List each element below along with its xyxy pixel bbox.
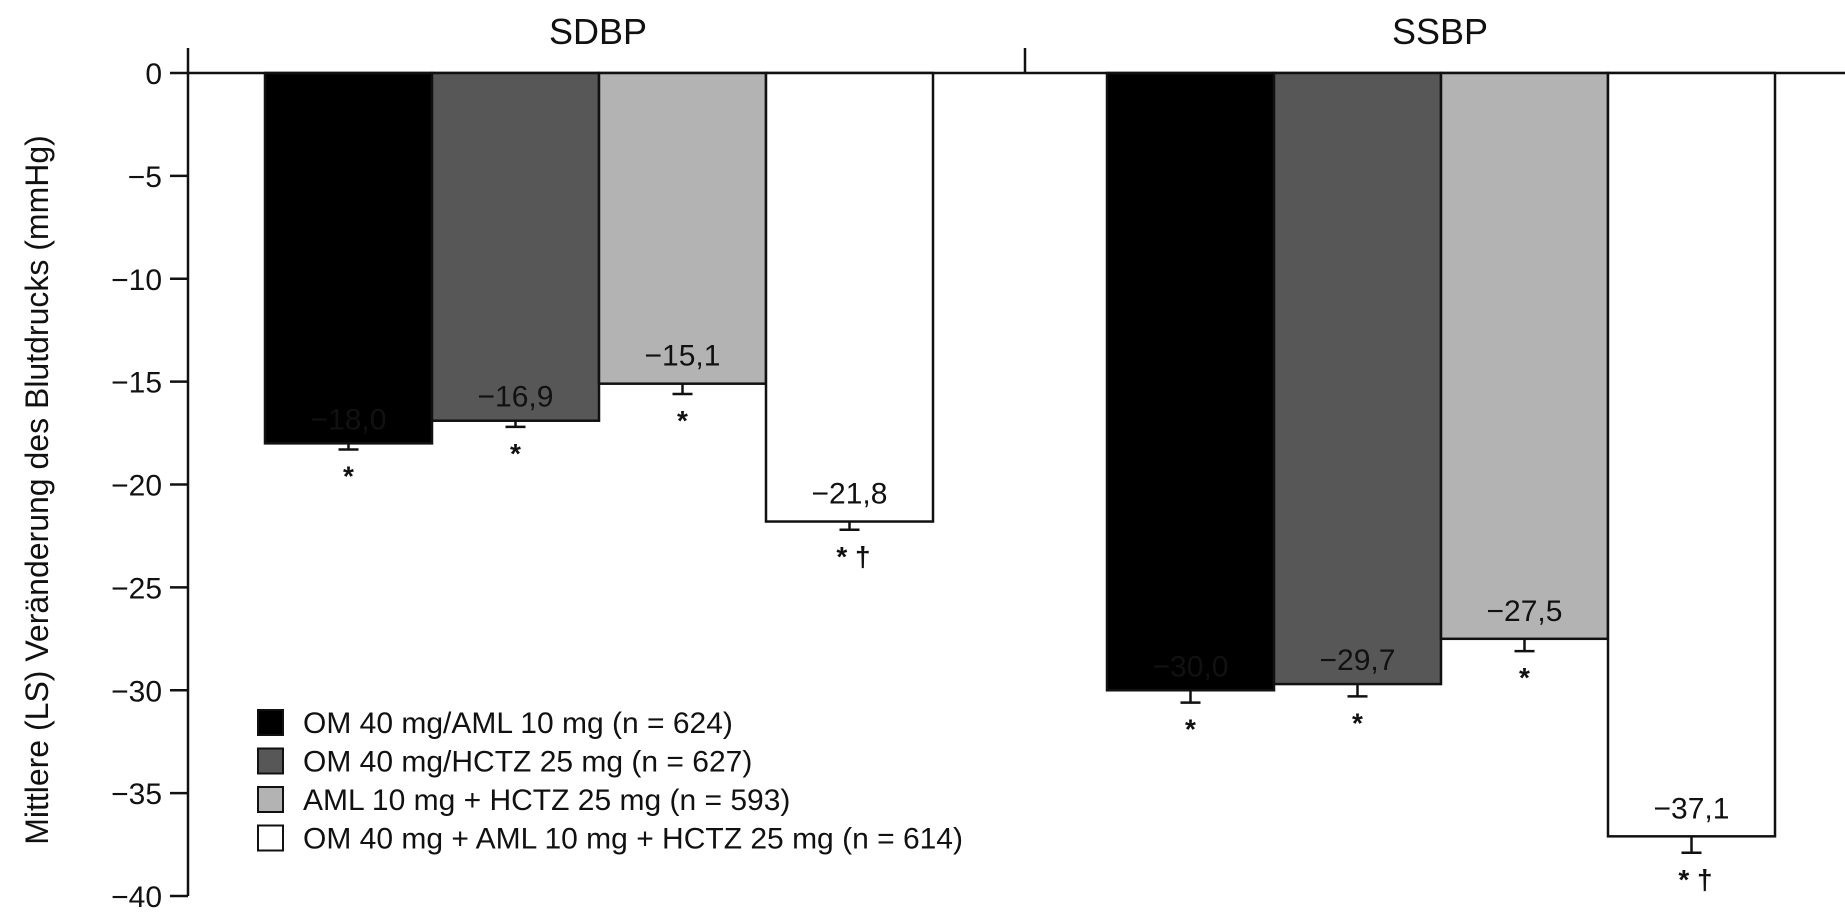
bar: [1606, 71, 1777, 838]
legend-label: OM 40 mg/AML 10 mg (n = 624): [303, 707, 733, 740]
legend-swatch: [257, 824, 284, 852]
value-label: −30,0: [1153, 650, 1229, 683]
y-tick-label: −25: [111, 572, 162, 605]
legend-swatch: [257, 747, 284, 775]
bar: [764, 71, 935, 523]
significance-marker: *: [343, 461, 354, 492]
significance-marker: * †: [1678, 864, 1712, 895]
y-tick-label: −20: [111, 470, 162, 503]
value-label: −37,1: [1654, 792, 1730, 825]
y-tick-label: −30: [111, 675, 162, 708]
group-title: SDBP: [549, 11, 647, 52]
legend-label: OM 40 mg + AML 10 mg + HCTZ 25 mg (n = 6…: [303, 823, 963, 856]
bar: [597, 71, 768, 385]
y-tick-label: −40: [111, 881, 162, 914]
y-tick-label: −10: [111, 264, 162, 297]
value-label: −21,8: [812, 478, 888, 511]
bar: [1105, 71, 1276, 692]
bar: [1439, 71, 1610, 641]
significance-marker: * †: [836, 541, 870, 572]
significance-marker: *: [1185, 714, 1196, 745]
bar: [1272, 71, 1443, 686]
legend: OM 40 mg/AML 10 mg (n = 624) OM 40 mg/HCT…: [257, 707, 963, 856]
significance-marker: *: [1352, 707, 1363, 738]
bar: [430, 71, 601, 422]
bars: −18,0 * −16,9 * −15,1 * −21,8 * † −30,0 * −29,7 * −2…: [263, 71, 1777, 895]
value-label: −18,0: [311, 403, 387, 436]
axes: 0 −5 −10 −15 −20 −25 −30 −35 −40 Mittlere (LS) Ve…: [19, 11, 1845, 914]
value-label: −27,5: [1487, 595, 1563, 628]
y-axis-title: Mittlere (LS) Veränderung des Blutdrucks…: [19, 135, 55, 845]
significance-marker: *: [677, 405, 688, 436]
group-title: SSBP: [1392, 11, 1488, 52]
legend-label: OM 40 mg/HCTZ 25 mg (n = 627): [303, 746, 752, 779]
y-tick-label: −35: [111, 778, 162, 811]
y-tick-label: −5: [128, 161, 162, 194]
value-label: −29,7: [1320, 644, 1396, 677]
value-label: −16,9: [478, 381, 554, 414]
y-tick-label: −15: [111, 367, 162, 400]
significance-marker: *: [510, 438, 521, 469]
bar: [263, 71, 434, 445]
legend-swatch: [257, 709, 284, 736]
legend-swatch: [257, 786, 284, 813]
significance-marker: *: [1519, 662, 1530, 693]
value-label: −15,1: [645, 340, 721, 373]
y-tick-label: 0: [145, 58, 162, 91]
legend-label: AML 10 mg + HCTZ 25 mg (n = 593): [303, 784, 790, 817]
